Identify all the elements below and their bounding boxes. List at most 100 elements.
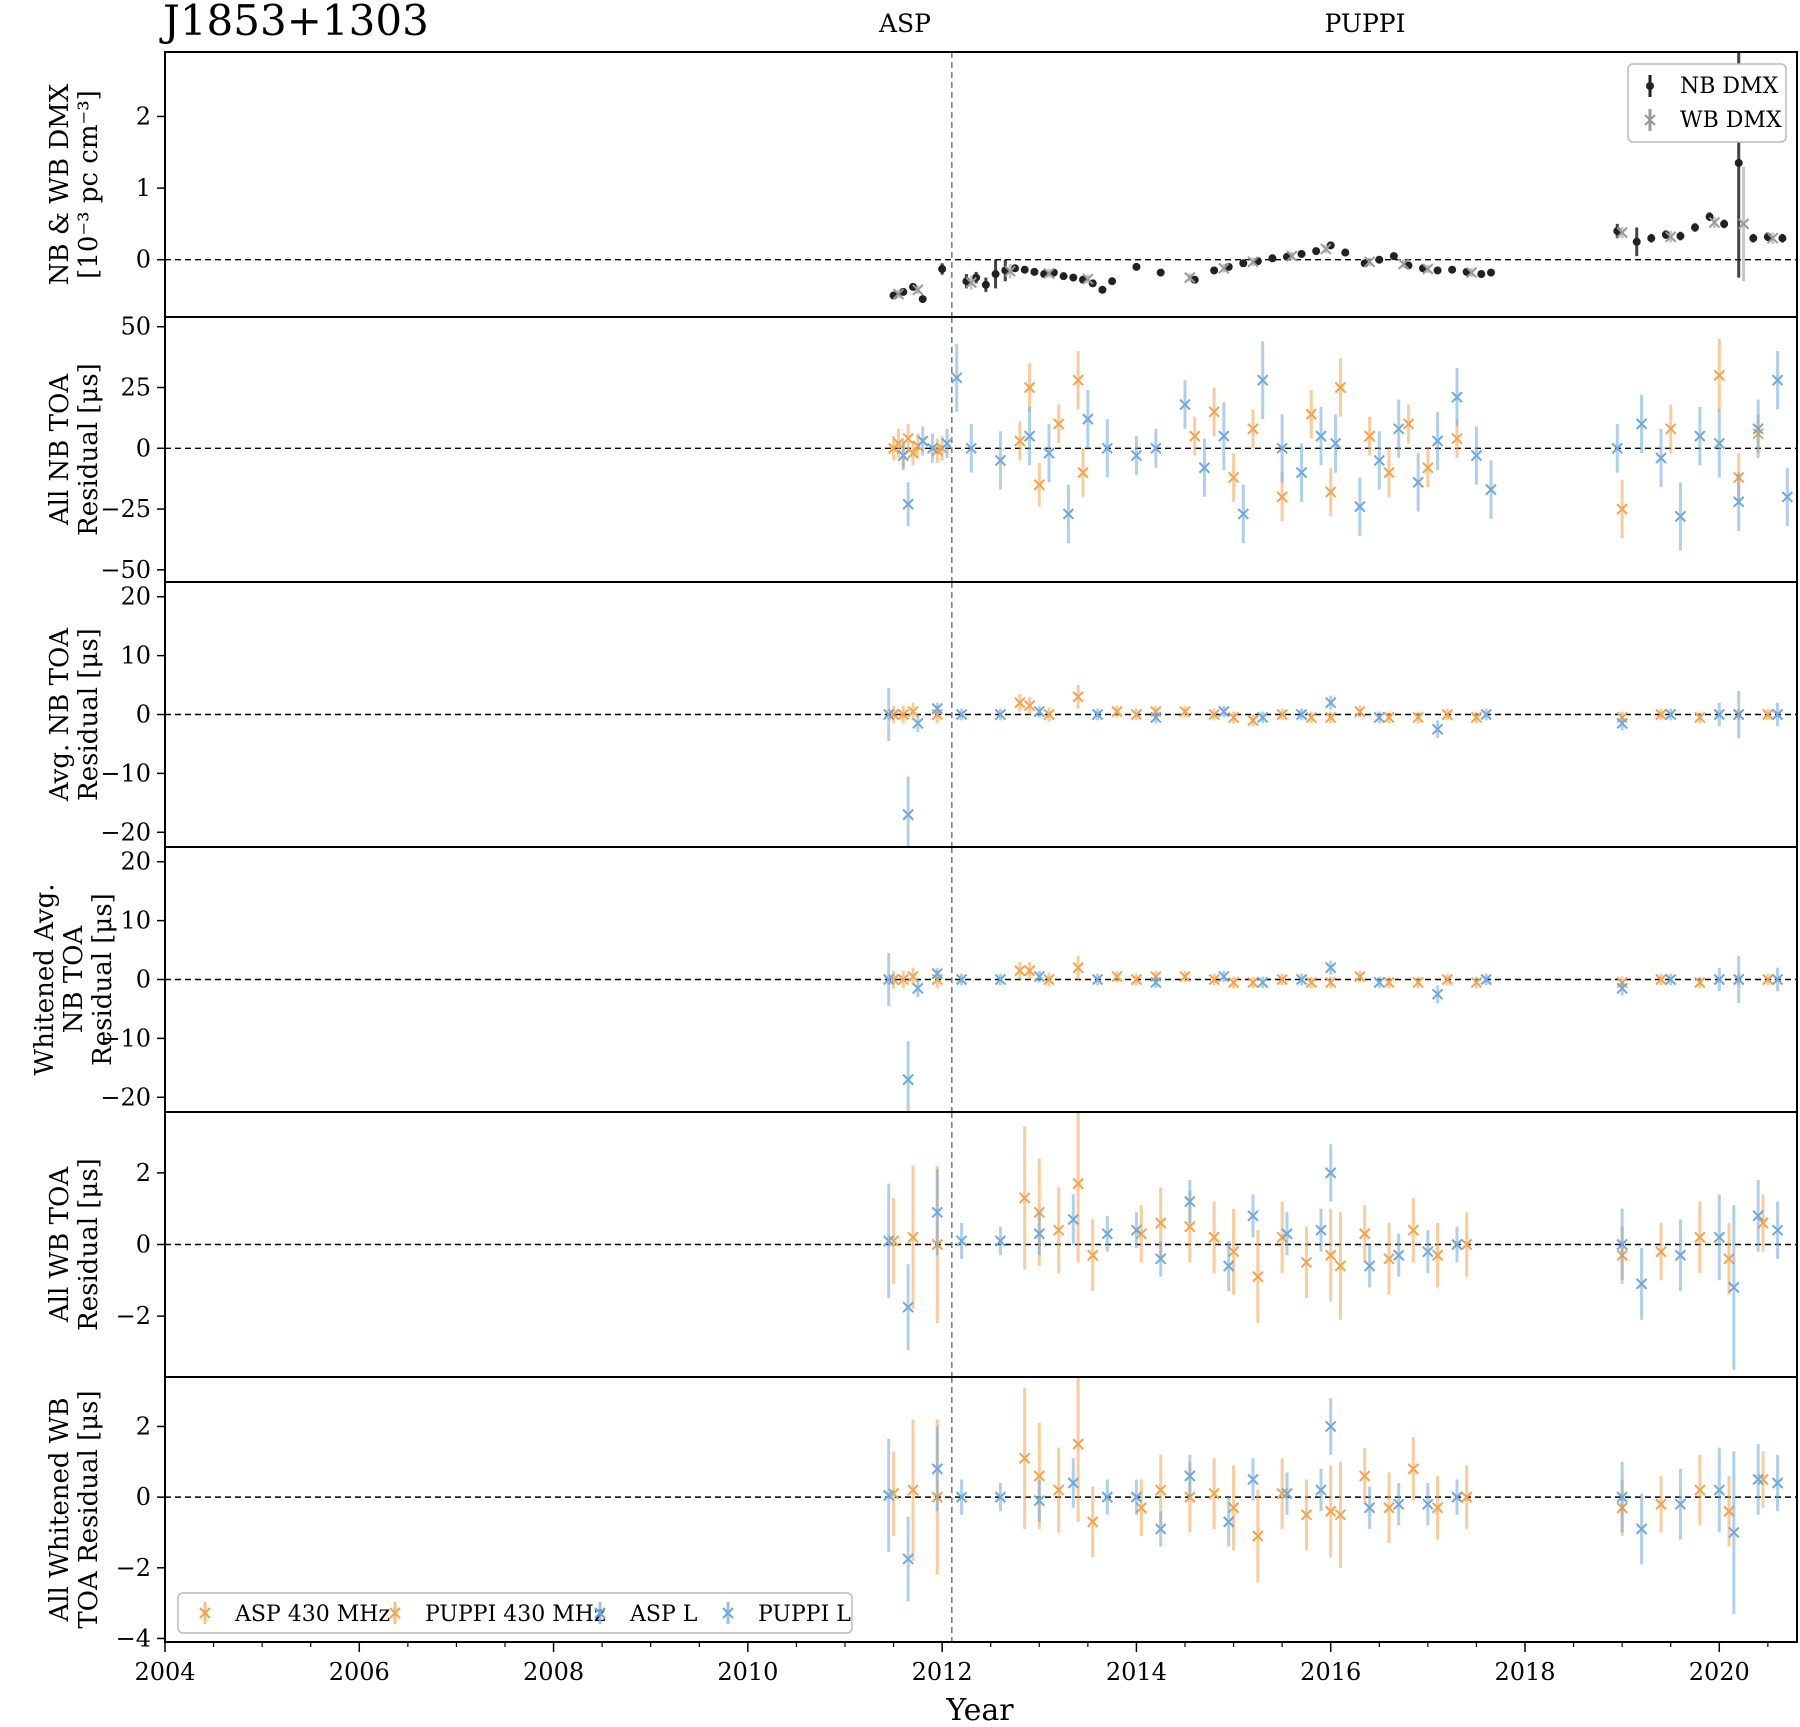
data-point	[981, 280, 990, 289]
data-point	[1014, 435, 1026, 447]
data-point	[1771, 708, 1784, 721]
panel-whitened-avg-nb-toa: −20 −10 0 10 20 Whitened Avg. NB TOA Residual […	[30, 846, 1798, 1113]
data-point	[1297, 249, 1306, 258]
x-tick-label: 2014	[1106, 1658, 1167, 1686]
data-point	[1135, 1502, 1147, 1514]
panel-all-whitened-wb-toa: −4 −2 0 2 All Whitened WB TOA Residual [μs]	[45, 1376, 1798, 1652]
series-asp-l	[897, 426, 953, 527]
data-point	[1004, 265, 1016, 277]
panel-frame	[164, 1376, 1798, 1643]
data-point	[1665, 708, 1677, 721]
data-point	[1156, 268, 1165, 277]
data-point	[1101, 1228, 1113, 1240]
data-point	[897, 449, 909, 462]
series-asp-l	[883, 1426, 943, 1602]
data-point	[1665, 423, 1677, 435]
data-point	[1616, 982, 1628, 995]
x-tick-label: 2004	[134, 1658, 195, 1686]
x-tick-label: 2020	[1689, 1658, 1750, 1686]
data-point	[902, 808, 914, 821]
y-axis-label: [10⁻³ pc cm⁻³]	[74, 90, 104, 279]
y-axis-label: Whitened Avg.	[30, 884, 60, 1076]
data-point	[1033, 1494, 1045, 1507]
data-point	[1101, 442, 1113, 454]
y-tick-label: 0	[136, 1483, 151, 1511]
data-point	[1315, 430, 1327, 442]
data-point	[926, 442, 939, 454]
data-point	[1635, 1278, 1648, 1290]
y-axis-label: Residual [μs]	[74, 1158, 104, 1331]
data-point	[1752, 1210, 1764, 1222]
data-point	[1334, 381, 1347, 394]
data-point	[1470, 711, 1483, 724]
data-point	[1485, 483, 1497, 496]
data-point	[1312, 247, 1321, 256]
y-tick-label: −50	[100, 556, 151, 584]
panel-all-nb-toa: −50 −25 0 25 50 All NB TOA Residual [μs]	[45, 313, 1798, 584]
data-point	[1694, 976, 1706, 989]
data-point	[1655, 708, 1667, 721]
data-point	[1033, 1206, 1045, 1218]
data-point	[1237, 508, 1249, 520]
data-point	[1480, 973, 1492, 986]
plot-area-dmx	[165, 52, 1797, 317]
data-point	[1359, 1470, 1371, 1482]
data-point	[1150, 711, 1162, 724]
data-point	[1227, 976, 1240, 989]
data-point	[1227, 1245, 1240, 1258]
data-point	[1383, 1253, 1395, 1265]
data-point	[1300, 1509, 1313, 1521]
data-point	[1295, 973, 1308, 986]
data-point	[1655, 1245, 1667, 1258]
series-puppi-430-mhz	[1014, 955, 1774, 989]
data-point	[1227, 711, 1240, 724]
y-tick-label: 0	[136, 434, 151, 462]
data-point	[1470, 449, 1483, 462]
data-point	[1354, 970, 1366, 983]
data-point	[1218, 430, 1230, 442]
data-point	[955, 1491, 968, 1503]
data-point	[1363, 1502, 1376, 1514]
data-point	[1033, 705, 1045, 718]
series-puppi-l	[955, 690, 1784, 739]
series-puppi-l	[955, 955, 1784, 1004]
data-point	[897, 708, 909, 721]
data-point	[1305, 408, 1317, 420]
plot-area-all-whitened-wb-toa	[165, 1377, 1797, 1642]
data-point	[1218, 705, 1230, 718]
x-tick-label: 2016	[1300, 1658, 1361, 1686]
data-point	[902, 1553, 914, 1565]
plot-area-all-wb-toa	[165, 1112, 1797, 1377]
data-point	[951, 372, 963, 384]
data-point	[1072, 374, 1084, 386]
data-point	[1383, 711, 1395, 724]
data-point	[1616, 226, 1628, 239]
data-point	[1325, 486, 1337, 498]
data-point	[1632, 237, 1641, 246]
data-point	[1208, 1487, 1220, 1500]
data-point	[1674, 1249, 1687, 1261]
y-tick-label: 2	[136, 102, 151, 130]
series-asp-430-mhz	[887, 967, 943, 989]
data-point	[1431, 723, 1444, 735]
data-point	[1708, 216, 1721, 229]
panel-all-wb-toa: −2 0 2 All WB TOA Residual [μs]	[45, 1111, 1798, 1378]
data-point	[1441, 973, 1453, 986]
plot-area-whitened-avg-nb-toa	[165, 847, 1797, 1112]
data-point	[1155, 1484, 1167, 1496]
data-point	[1320, 243, 1332, 255]
data-point	[1674, 510, 1687, 523]
data-point	[1431, 988, 1444, 1000]
data-point	[1011, 264, 1019, 273]
data-point	[1383, 1502, 1395, 1514]
data-point	[994, 454, 1007, 467]
data-point	[1771, 1224, 1784, 1236]
series-puppi-l	[951, 341, 1793, 551]
data-point	[902, 1301, 914, 1313]
data-point	[1247, 1473, 1259, 1486]
data-point	[1189, 430, 1201, 442]
y-tick-label: 2	[136, 1412, 151, 1440]
data-point	[994, 1491, 1007, 1503]
y-tick-label: 0	[136, 966, 151, 994]
